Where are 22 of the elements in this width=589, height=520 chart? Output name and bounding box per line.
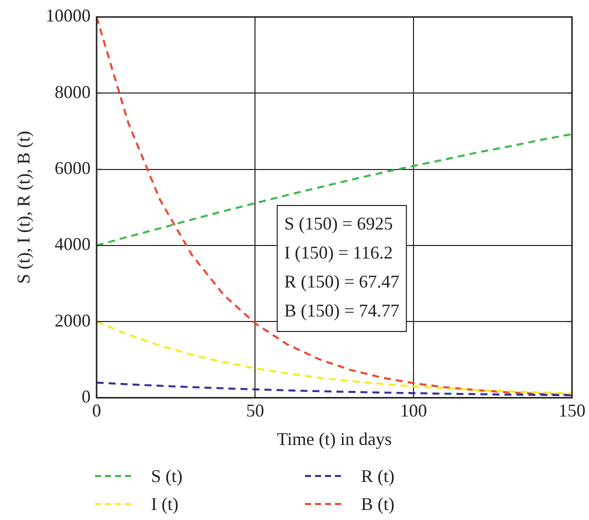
y-axis-title: S (t), I (t), R (t), B (t) — [14, 130, 34, 284]
annotation: B (150) = 74.77 — [284, 300, 400, 321]
x-tick-label: 50 — [246, 400, 264, 420]
annotation: I (150) = 116.2 — [284, 242, 393, 263]
legend-label: R (t) — [361, 466, 394, 486]
line-series — [96, 133, 572, 246]
legend-label: B (t) — [361, 494, 394, 514]
line-series — [96, 382, 572, 396]
x-tick-label: 150 — [558, 400, 586, 420]
legend-label: I (t) — [151, 494, 178, 514]
y-tick-label: 6000 — [54, 158, 91, 178]
line-series — [96, 320, 572, 394]
annotation: S (150) = 6925 — [284, 214, 393, 234]
y-tick-label: 0 — [82, 386, 91, 407]
legend-label: S (t) — [151, 466, 182, 486]
x-axis-title: Time (t) in days — [276, 428, 392, 449]
y-tick-label: 4000 — [54, 234, 91, 254]
y-tick-label: 10000 — [46, 6, 91, 26]
x-tick-label: 100 — [400, 400, 428, 420]
y-tick-label: 8000 — [54, 82, 91, 102]
y-tick-label: 2000 — [54, 310, 91, 330]
annotation: R (150) = 67.47 — [284, 272, 400, 292]
